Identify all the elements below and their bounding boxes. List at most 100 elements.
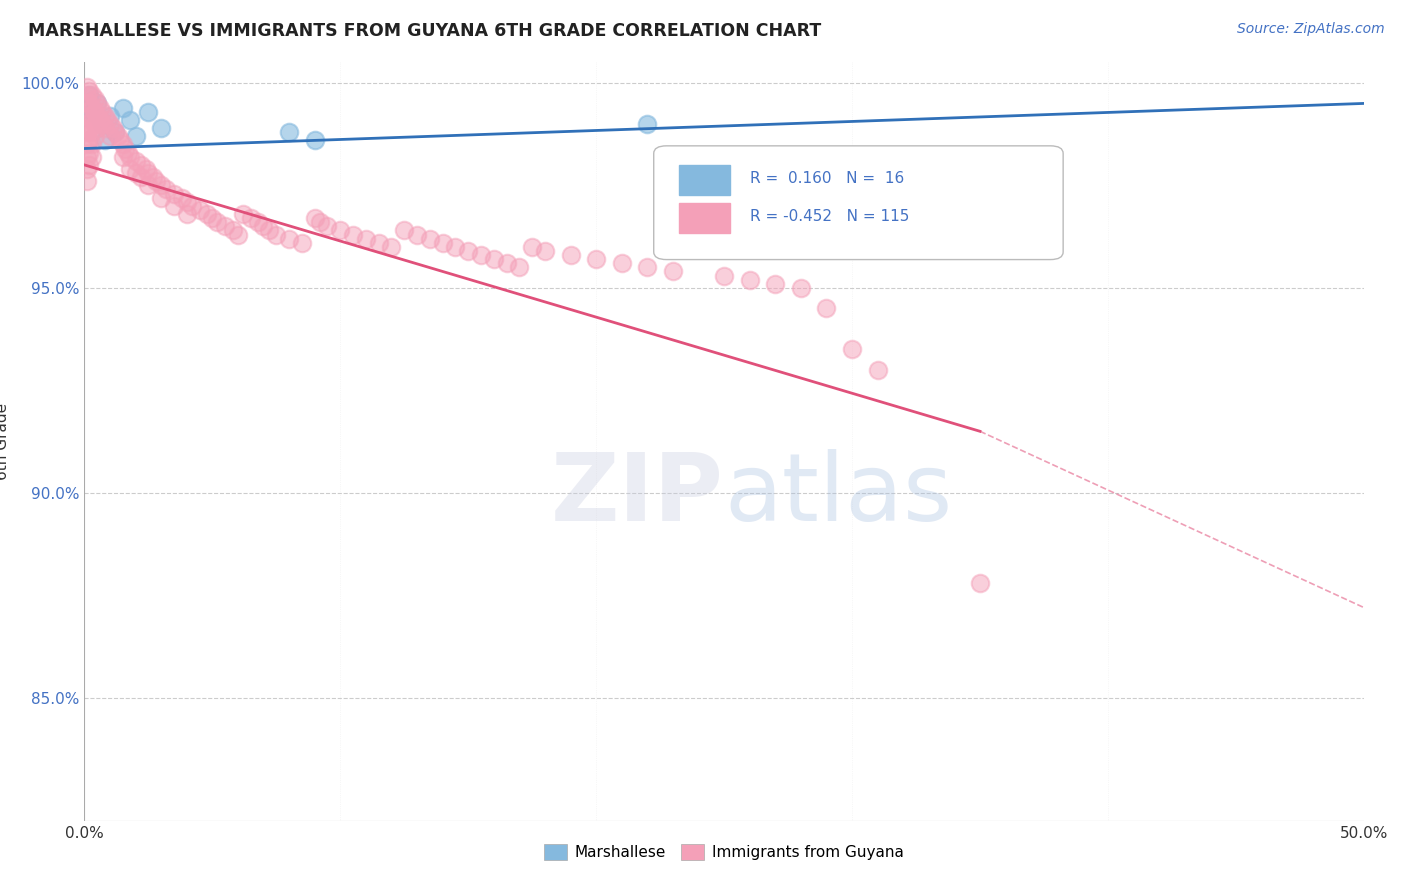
Point <box>76 137 98 152</box>
Point <box>257 223 280 237</box>
Point <box>252 219 274 234</box>
Point <box>80 101 103 115</box>
Point <box>170 191 193 205</box>
Text: ZIP: ZIP <box>551 449 724 541</box>
Point <box>86 96 108 111</box>
Point <box>76 150 98 164</box>
Point <box>207 215 229 229</box>
Text: atlas: atlas <box>724 449 952 541</box>
Point <box>104 125 127 139</box>
Point <box>738 273 761 287</box>
Point <box>150 121 173 136</box>
Point <box>304 133 326 147</box>
Point <box>180 199 202 213</box>
Point <box>138 104 160 119</box>
Text: MARSHALLESE VS IMMIGRANTS FROM GUYANA 6TH GRADE CORRELATION CHART: MARSHALLESE VS IMMIGRANTS FROM GUYANA 6T… <box>28 22 821 40</box>
Text: R = -0.452   N = 115: R = -0.452 N = 115 <box>749 209 910 224</box>
Point <box>790 281 813 295</box>
Point <box>76 96 98 111</box>
Point <box>79 96 101 111</box>
Point <box>76 174 98 188</box>
Text: R =  0.160   N =  16: R = 0.160 N = 16 <box>749 171 904 186</box>
Point <box>98 109 121 123</box>
Legend: Marshallese, Immigrants from Guyana: Marshallese, Immigrants from Guyana <box>538 838 910 866</box>
Point <box>176 207 198 221</box>
Point <box>111 137 134 152</box>
Point <box>83 92 105 106</box>
Point <box>201 211 224 226</box>
Point <box>264 227 288 242</box>
Point <box>713 268 735 283</box>
Point <box>232 207 254 221</box>
Point <box>214 219 236 234</box>
Point <box>444 240 467 254</box>
Point <box>278 125 301 139</box>
FancyBboxPatch shape <box>654 145 1063 260</box>
Point <box>94 109 117 123</box>
Point <box>763 277 786 291</box>
Point <box>124 129 146 144</box>
Point <box>80 150 103 164</box>
Point <box>79 133 101 147</box>
Point <box>96 112 118 127</box>
Point <box>80 125 103 139</box>
Point <box>247 215 270 229</box>
Point <box>108 133 131 147</box>
Point <box>120 112 142 127</box>
Point <box>104 125 127 139</box>
Point <box>80 137 103 152</box>
Point <box>79 145 101 160</box>
Point <box>98 117 121 131</box>
Point <box>145 174 167 188</box>
Point <box>560 248 582 262</box>
Point <box>969 219 991 234</box>
Bar <box>679 202 731 233</box>
Point <box>304 211 326 226</box>
Point <box>94 121 117 136</box>
Point <box>142 170 165 185</box>
Point <box>83 117 105 131</box>
Point <box>495 256 517 270</box>
Point <box>129 158 152 172</box>
Point <box>80 112 103 127</box>
Point <box>457 244 479 258</box>
Point <box>163 199 186 213</box>
Point <box>866 363 889 377</box>
Point <box>79 88 101 103</box>
Point <box>316 219 339 234</box>
Point <box>150 191 173 205</box>
Point <box>76 161 98 176</box>
Point <box>636 117 658 131</box>
Point <box>91 117 114 131</box>
Point <box>155 182 177 196</box>
Point <box>91 117 114 131</box>
Point <box>124 153 146 168</box>
Point <box>91 104 114 119</box>
Point <box>195 207 218 221</box>
Point <box>83 104 105 119</box>
Point <box>291 235 314 250</box>
Point <box>226 227 249 242</box>
Point <box>111 101 134 115</box>
Y-axis label: 6th Grade: 6th Grade <box>0 403 10 480</box>
Point <box>969 576 991 591</box>
Point <box>120 161 142 176</box>
Point <box>585 252 607 267</box>
Point <box>138 166 160 180</box>
Point <box>662 264 685 278</box>
Point <box>815 301 838 316</box>
Point <box>610 256 633 270</box>
Point <box>79 121 101 136</box>
Point <box>367 235 389 250</box>
Point <box>120 150 142 164</box>
Point <box>114 141 136 155</box>
Point <box>83 129 105 144</box>
Point <box>76 125 98 139</box>
Point <box>86 121 108 136</box>
Point <box>76 88 98 103</box>
Point <box>354 232 377 246</box>
Point <box>176 194 198 209</box>
Point <box>278 232 301 246</box>
Point <box>76 80 98 95</box>
Point <box>76 104 98 119</box>
